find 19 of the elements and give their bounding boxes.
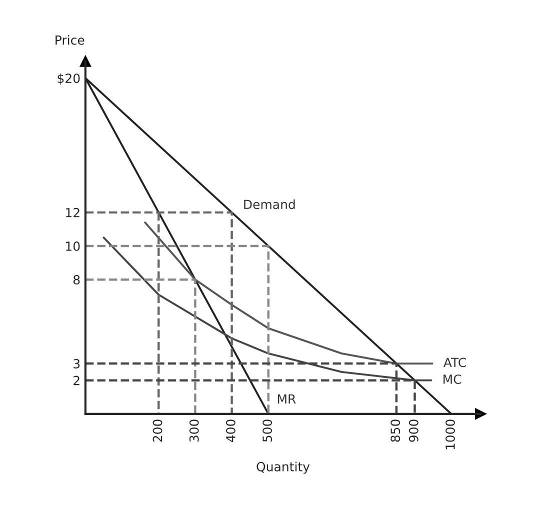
series-label: MR [278, 394, 296, 404]
x-tick-label: 300 [189, 420, 199, 442]
series-label: ATC [444, 358, 466, 368]
x-tick-label: 200 [152, 420, 162, 442]
series-label: Demand [244, 199, 295, 210]
x-tick-label: 400 [226, 420, 236, 442]
y-tick-label: $20 [58, 73, 80, 85]
y-tick-label: 2 [74, 376, 80, 386]
y-tick-label: 12 [66, 208, 80, 218]
x-tick-label: 500 [262, 420, 272, 442]
x-tick-label: 900 [408, 420, 418, 442]
y-tick-label: 10 [66, 241, 80, 251]
y-tick-label: 8 [73, 275, 80, 285]
x-tick-label: 850 [390, 420, 400, 442]
y-axis-title: Price [56, 35, 84, 45]
y-tick-label: 3 [74, 359, 80, 368]
x-tick-label: 1000 [446, 420, 455, 450]
x-axis-title: Quantity [256, 462, 310, 474]
series-label: MC [444, 374, 462, 384]
